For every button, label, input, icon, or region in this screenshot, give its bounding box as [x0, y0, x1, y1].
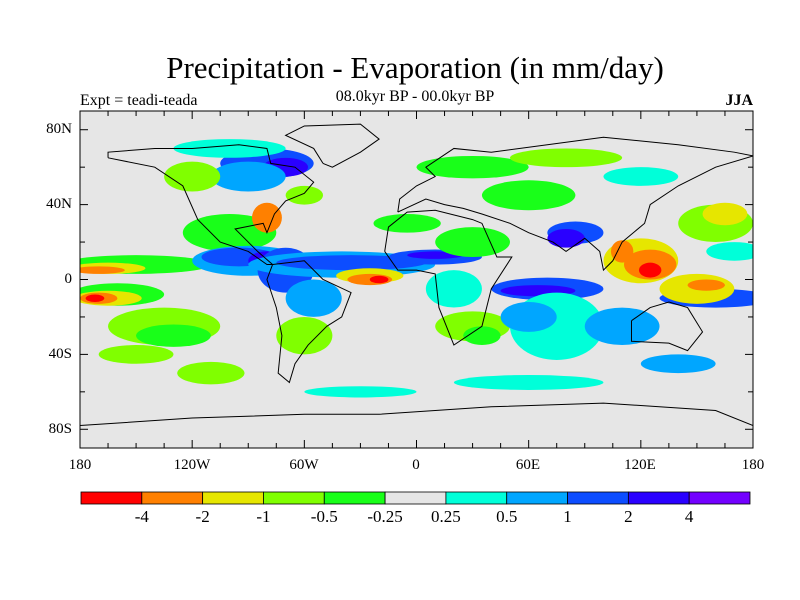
lat-label: 80S [48, 421, 72, 437]
colorbar-level-label: -0.5 [310, 507, 338, 526]
colorbar-level-label: -2 [195, 507, 210, 526]
pe-contour-region [369, 275, 389, 284]
pe-contour-region [251, 202, 282, 233]
plot-subtitle: 08.0kyr BP - 00.0kyr BP [335, 88, 495, 105]
pe-contour-region [304, 386, 417, 398]
pe-contour-region [603, 167, 679, 186]
pe-contour-region [182, 214, 277, 252]
pe-contour-region [500, 301, 557, 332]
season-label: JJA [725, 92, 753, 109]
colorbar-swatch [688, 491, 751, 505]
coastline [80, 402, 753, 427]
pe-contour-region [481, 180, 576, 211]
colorbar-swatch [202, 491, 264, 505]
pe-contour-region [85, 294, 105, 302]
coastline [266, 260, 352, 384]
lon-label: 180 [741, 457, 765, 473]
colorbar-level-label: 0.25 [431, 507, 461, 526]
pe-contour-region [276, 255, 426, 271]
pe-contour-region [702, 202, 748, 226]
pe-contour-region [453, 374, 604, 390]
colorbar-swatch [506, 491, 568, 505]
lon-label: 60W [289, 457, 319, 473]
pe-contour-region [164, 161, 221, 192]
pe-contour-region [687, 279, 725, 291]
coastline [630, 301, 704, 352]
colorbar-level-label: 2 [624, 507, 633, 526]
colorbar-level-label: -4 [134, 507, 149, 526]
pe-contour-region [640, 354, 716, 374]
pe-contour-region [285, 279, 342, 317]
coastline [107, 144, 315, 266]
pe-contour-region [584, 307, 660, 345]
pe-contour-region [210, 161, 286, 192]
pe-contour-region [136, 324, 211, 347]
pe-contour-region [173, 139, 286, 158]
pe-contour-region [435, 227, 510, 258]
lat-label: 0 [64, 271, 73, 287]
lon-label: 120E [624, 457, 656, 473]
lon-label: 0 [412, 457, 420, 473]
coastline [384, 209, 513, 346]
lat-label: 40S [48, 346, 72, 362]
lat-label: 40N [46, 196, 72, 212]
pe-contour-region [416, 155, 529, 179]
pe-contour-region [509, 148, 623, 168]
pe-contour-region [638, 262, 662, 278]
colorbar-swatch [323, 491, 386, 505]
experiment-label: Expt = teadi-teada [80, 92, 198, 109]
lat-label: 80N [46, 121, 72, 137]
colorbar-swatch [80, 491, 143, 505]
colorbar-swatch [567, 491, 629, 505]
colorbar-swatch [384, 491, 447, 505]
pe-contour-region [98, 345, 174, 364]
pe-contour-region [285, 185, 324, 205]
pe-contour-region [547, 228, 585, 248]
colorbar-swatch [627, 491, 690, 505]
colorbar-swatch [445, 491, 508, 505]
plot-title: Precipitation - Evaporation (in mm/day) [166, 50, 664, 85]
colorbar-swatch [263, 491, 325, 505]
lon-label: 120W [173, 457, 211, 473]
colorbar-level-label: -0.25 [367, 507, 403, 526]
colorbar-level-label: 4 [684, 507, 694, 526]
colorbar-swatch [141, 491, 204, 505]
pe-contour-region [463, 326, 501, 346]
pe-contour-region [706, 242, 753, 261]
pe-contour-region [373, 213, 441, 233]
colorbar-level-label: 0.5 [496, 507, 518, 526]
pe-contour-region [610, 240, 634, 263]
lon-label: 180 [68, 457, 92, 473]
colorbar-level-label: -1 [256, 507, 271, 526]
pe-contour-region [80, 266, 125, 274]
pe-contour-region [177, 361, 245, 385]
pe-contour-region [425, 270, 482, 308]
colorbar-level-label: 1 [563, 507, 572, 526]
coastline [397, 136, 753, 272]
pe-contour-region [276, 316, 333, 355]
coastline [284, 123, 380, 168]
lon-label: 60E [515, 457, 541, 473]
